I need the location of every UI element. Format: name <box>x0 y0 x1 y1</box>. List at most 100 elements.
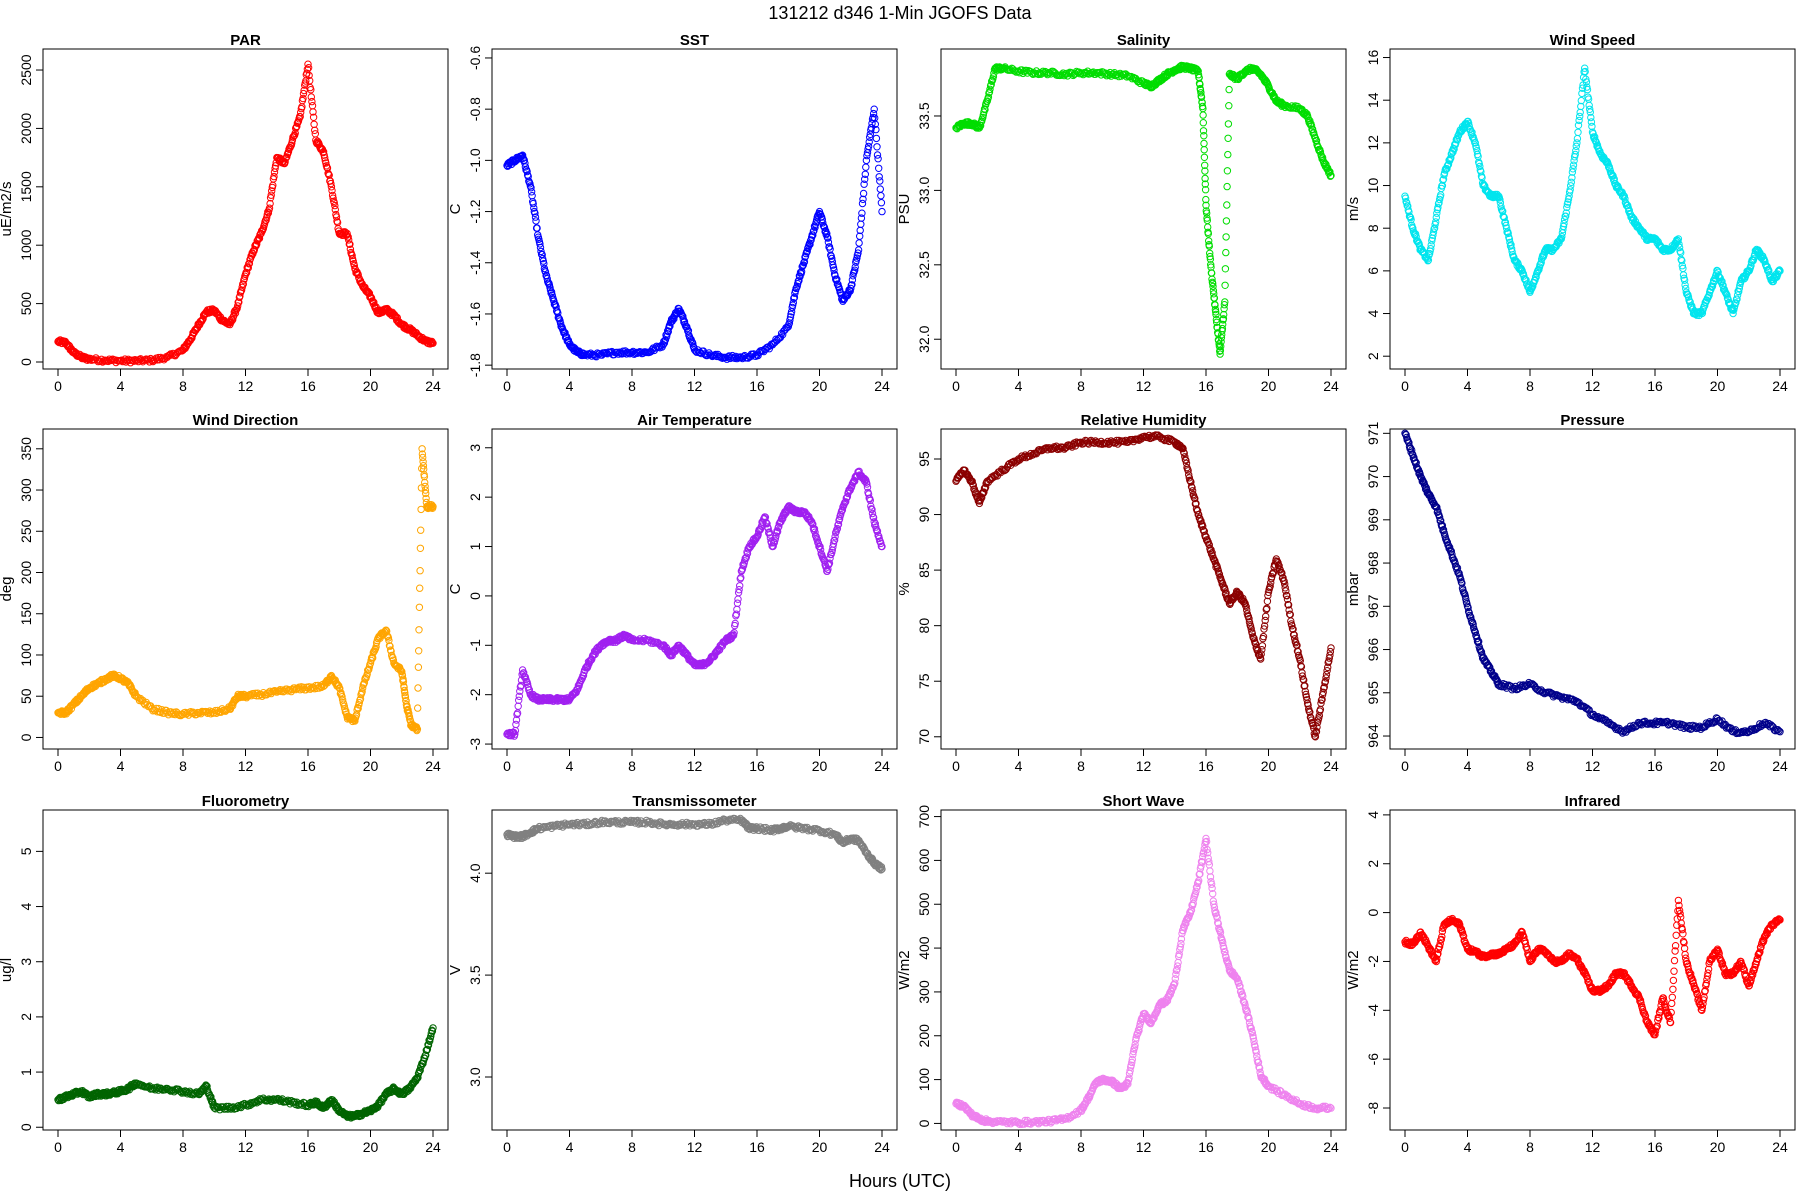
data-point <box>724 353 732 361</box>
data-point <box>1060 71 1069 80</box>
data-point <box>1258 646 1266 654</box>
data-point <box>416 584 424 592</box>
data-point <box>1673 236 1682 245</box>
y-tick-label: 2000 <box>18 113 34 144</box>
data-point <box>1206 249 1214 258</box>
data-point <box>1573 139 1581 147</box>
data-point <box>1217 334 1226 342</box>
data-point <box>1258 642 1267 650</box>
data-point <box>830 536 839 544</box>
data-points <box>952 431 1335 741</box>
data-point <box>525 686 533 694</box>
data-point <box>1106 68 1114 77</box>
y-axis-label: C <box>447 203 464 214</box>
x-tick-label: 16 <box>1647 378 1663 394</box>
data-point <box>876 185 884 193</box>
data-point <box>1277 568 1286 577</box>
data-point <box>1317 696 1326 704</box>
x-tick-label: 12 <box>238 378 254 394</box>
data-point <box>1520 272 1528 280</box>
data-point <box>755 348 763 357</box>
x-tick-label: 0 <box>1401 758 1409 774</box>
data-point <box>65 707 73 715</box>
data-point <box>1621 195 1629 203</box>
data-point <box>529 199 537 208</box>
data-point <box>768 341 777 349</box>
data-point <box>833 275 841 283</box>
data-point <box>857 214 866 222</box>
x-tick-label: 0 <box>503 758 511 774</box>
y-tick-label: 970 <box>1365 465 1381 489</box>
data-point <box>297 108 305 117</box>
data-point <box>1776 267 1784 275</box>
data-point <box>1477 647 1485 656</box>
data-point <box>1432 218 1440 226</box>
data-point <box>1298 672 1307 680</box>
data-point <box>762 518 770 526</box>
data-point <box>1434 203 1442 212</box>
data-point <box>1429 228 1438 236</box>
panel-title: Wind Direction <box>193 412 299 429</box>
y-tick-label: -1.0 <box>467 148 483 172</box>
data-point <box>307 93 315 101</box>
data-point <box>1210 294 1219 302</box>
data-point <box>327 183 336 191</box>
y-tick-label: 968 <box>1365 551 1381 575</box>
data-point <box>875 164 883 173</box>
data-points <box>952 61 1335 358</box>
data-point <box>1194 71 1203 79</box>
data-point <box>1202 201 1210 210</box>
data-point <box>1759 721 1768 729</box>
data-point <box>421 482 429 491</box>
data-point <box>1200 139 1208 148</box>
y-tick-label: 500 <box>18 292 34 316</box>
data-point <box>1201 186 1210 194</box>
data-point <box>294 684 302 692</box>
data-point <box>1322 160 1330 169</box>
data-point <box>986 85 994 94</box>
data-point <box>257 690 265 699</box>
data-point <box>400 683 408 692</box>
data-point <box>1444 541 1453 550</box>
data-point <box>1716 273 1724 282</box>
x-tick-label: 0 <box>503 378 511 394</box>
data-point <box>1201 161 1209 170</box>
data-point <box>1269 568 1278 576</box>
data-point <box>288 685 297 694</box>
data-point <box>1289 625 1297 633</box>
data-point <box>1586 710 1595 718</box>
data-point <box>419 462 428 470</box>
y-tick-label: 33.0 <box>916 177 932 204</box>
data-point <box>1512 257 1520 265</box>
data-point <box>700 350 709 358</box>
data-point <box>1206 252 1214 261</box>
data-point <box>1327 171 1335 180</box>
data-point <box>531 209 539 218</box>
data-point <box>1312 728 1320 736</box>
data-point <box>1192 499 1200 508</box>
data-point <box>734 595 742 603</box>
data-point <box>1675 240 1683 248</box>
data-point <box>735 586 743 594</box>
y-tick-label: 965 <box>1365 681 1381 705</box>
data-point <box>1679 271 1688 279</box>
data-point <box>308 97 316 106</box>
data-point <box>873 143 881 151</box>
data-point <box>414 704 422 712</box>
data-point <box>742 553 751 561</box>
data-point <box>1577 102 1585 111</box>
data-point <box>165 1086 174 1094</box>
data-point <box>1318 695 1326 704</box>
data-point <box>532 217 540 225</box>
data-point <box>1283 592 1291 600</box>
data-point <box>247 692 255 700</box>
data-point <box>1415 241 1424 250</box>
data-point <box>1576 108 1584 117</box>
x-tick-label: 4 <box>117 758 125 774</box>
data-point <box>420 465 428 473</box>
y-tick-label: -2 <box>467 688 483 701</box>
data-point <box>1486 663 1494 672</box>
